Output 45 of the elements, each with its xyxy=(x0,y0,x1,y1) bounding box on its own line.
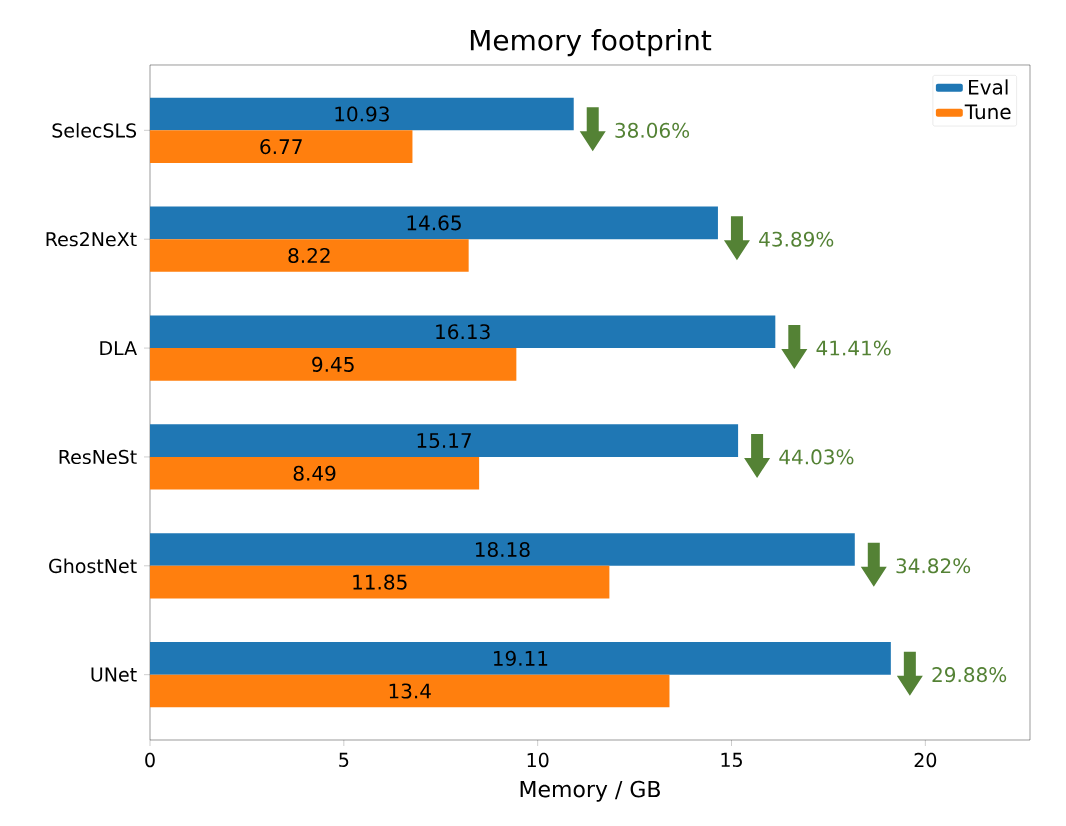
data-label: 8.49 xyxy=(293,465,336,481)
data-label: 13.4 xyxy=(389,683,431,699)
y-tick-label: DLA xyxy=(100,341,137,355)
y-tick-label: GhostNet xyxy=(49,558,137,574)
bar xyxy=(150,642,891,675)
data-label: 9.45 xyxy=(312,356,354,372)
legend-label: Eval xyxy=(969,79,1008,95)
bar xyxy=(150,206,718,240)
data-label: 11.85 xyxy=(353,574,407,590)
annotation: 38.06% xyxy=(615,122,690,138)
annotation: 29.88% xyxy=(932,667,1007,683)
bar xyxy=(150,315,776,349)
annotation: 43.89% xyxy=(759,231,834,247)
annotation: 34.82% xyxy=(896,558,971,574)
x-tick-label: 20 xyxy=(914,752,937,768)
chart-title: Memory footprint xyxy=(470,29,712,57)
data-label: 15.17 xyxy=(417,433,471,449)
bar xyxy=(150,456,480,490)
x-tick-label: 10 xyxy=(527,752,549,768)
y-tick-label: SelecSLS xyxy=(52,122,137,138)
data-label: 6.77 xyxy=(260,139,302,155)
data-label: 8.22 xyxy=(288,247,330,264)
data-label: 18.18 xyxy=(475,541,530,558)
y-tick-label: Res2NeXt xyxy=(46,232,137,247)
bar xyxy=(150,565,610,599)
bar xyxy=(150,424,739,457)
data-label: 10.93 xyxy=(335,106,389,122)
data-label: 16.13 xyxy=(436,324,490,340)
annotation: 41.41% xyxy=(816,340,891,356)
annotation: 44.03% xyxy=(779,449,854,465)
bar xyxy=(150,130,413,163)
x-tick-label: 0 xyxy=(145,752,155,768)
data-label: 19.11 xyxy=(493,650,548,666)
bar xyxy=(150,533,855,566)
y-tick-label: ResNeSt xyxy=(59,449,137,465)
data-label: 14.65 xyxy=(407,215,461,231)
y-tick-label: UNet xyxy=(91,667,137,682)
bar xyxy=(150,674,670,708)
bar xyxy=(150,348,517,381)
bar xyxy=(150,239,469,272)
x-axis-title: Memory / GB xyxy=(520,780,660,802)
bar xyxy=(150,97,574,131)
x-tick-label: 15 xyxy=(721,752,742,767)
legend-label: Tune xyxy=(964,104,1011,120)
x-tick-label: 5 xyxy=(339,752,349,767)
